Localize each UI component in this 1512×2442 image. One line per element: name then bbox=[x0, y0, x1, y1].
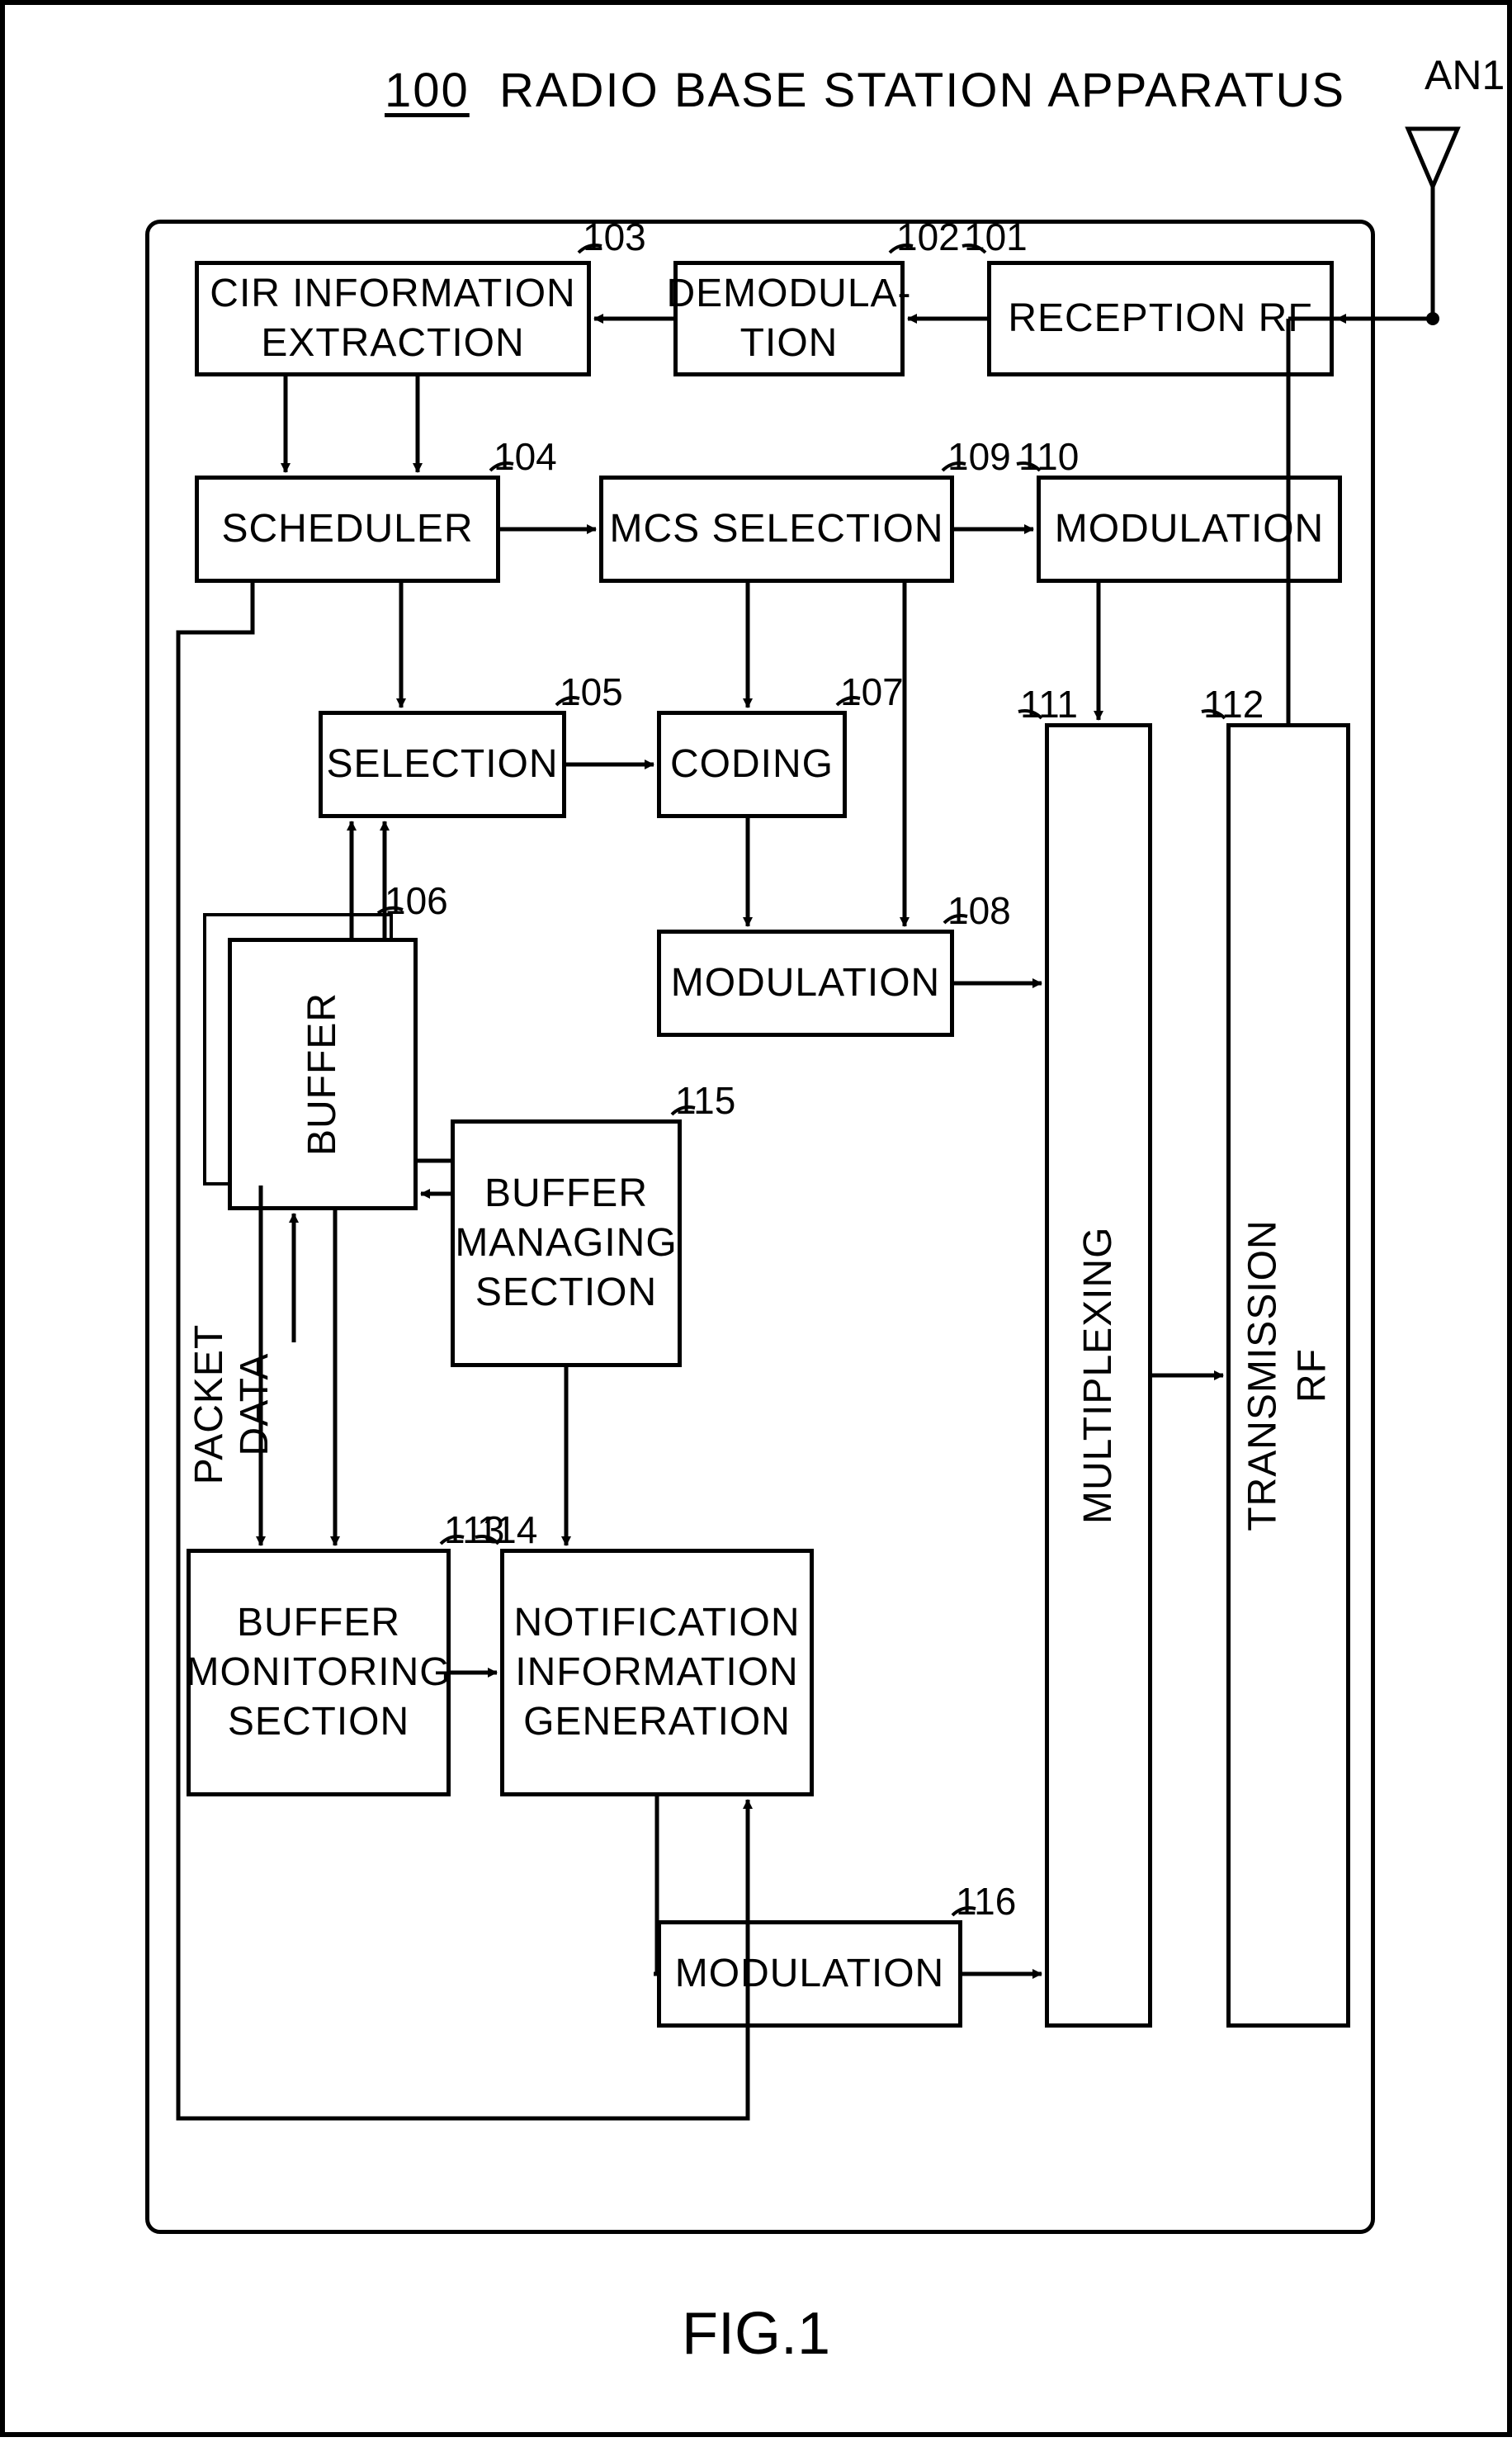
title-number: 100 bbox=[385, 64, 470, 117]
ref-110: 110 bbox=[1018, 434, 1079, 479]
block-mcs: MCS SELECTION bbox=[599, 476, 954, 583]
block-notification: NOTIFICATIONINFORMATIONGENERATION bbox=[500, 1549, 814, 1796]
block-buffer: BUFFER bbox=[228, 938, 418, 1210]
block-modulation-top: MODULATION bbox=[1037, 476, 1342, 583]
mux-label: MULTIPLEXING bbox=[1074, 1227, 1123, 1525]
block-scheduler: SCHEDULER bbox=[195, 476, 500, 583]
coding-label: CODING bbox=[670, 740, 834, 789]
notif-label: NOTIFICATIONINFORMATIONGENERATION bbox=[513, 1598, 800, 1747]
ref-105: 105 bbox=[560, 670, 623, 714]
ref-115: 115 bbox=[675, 1078, 735, 1123]
block-modulation-mid: MODULATION bbox=[657, 930, 954, 1037]
ref-109: 109 bbox=[947, 434, 1011, 479]
modbot-label: MODULATION bbox=[675, 1949, 944, 1999]
block-tx-rf: TRANSMISSIONRF bbox=[1226, 723, 1350, 2028]
block-cir: CIR INFORMATIONEXTRACTION bbox=[195, 261, 591, 376]
ref-106: 106 bbox=[385, 878, 448, 923]
modmid-label: MODULATION bbox=[671, 958, 940, 1008]
cir-label: CIR INFORMATIONEXTRACTION bbox=[210, 269, 575, 368]
bufmon-label: BUFFERMONITORINGSECTION bbox=[186, 1598, 451, 1747]
figure-label: FIG.1 bbox=[682, 2300, 830, 2368]
bufman-label: BUFFERMANAGINGSECTION bbox=[455, 1169, 677, 1318]
block-coding: CODING bbox=[657, 711, 847, 818]
ref-101: 101 bbox=[964, 215, 1028, 259]
scheduler-label: SCHEDULER bbox=[221, 504, 473, 554]
block-modulation-bot: MODULATION bbox=[657, 1920, 962, 2028]
ref-108: 108 bbox=[947, 888, 1011, 933]
diagram-canvas: 100 RADIO BASE STATION APPARATUS FIG.1 C… bbox=[0, 0, 1512, 2437]
ref-102: 102 bbox=[896, 215, 960, 259]
mcs-label: MCS SELECTION bbox=[609, 504, 943, 554]
title-text: RADIO BASE STATION APPARATUS bbox=[499, 64, 1345, 117]
ref-111: 111 bbox=[1020, 682, 1078, 726]
ref-103: 103 bbox=[583, 215, 646, 259]
packet-data-label: PACKETDATA bbox=[187, 1301, 277, 1507]
block-buffer-monitoring: BUFFERMONITORINGSECTION bbox=[187, 1549, 451, 1796]
ref-116: 116 bbox=[956, 1879, 1016, 1924]
diagram-title: 100 RADIO BASE STATION APPARATUS bbox=[385, 63, 1345, 118]
block-demodulation: DEMODULA-TION bbox=[673, 261, 905, 376]
ref-112: 112 bbox=[1203, 682, 1264, 726]
ref-114: 114 bbox=[477, 1507, 537, 1552]
selection-label: SELECTION bbox=[326, 740, 558, 789]
antenna-label: AN1 bbox=[1425, 51, 1505, 99]
txrf-label: TRANSMISSIONRF bbox=[1241, 1219, 1335, 1531]
block-selection: SELECTION bbox=[319, 711, 566, 818]
demod-label: DEMODULA-TION bbox=[666, 269, 911, 368]
block-reception-rf: RECEPTION RF bbox=[987, 261, 1334, 376]
packet-text: PACKETDATA bbox=[187, 1324, 276, 1484]
buffer-label: BUFFER bbox=[298, 992, 347, 1156]
block-multiplexing: MULTIPLEXING bbox=[1045, 723, 1152, 2028]
ref-104: 104 bbox=[494, 434, 557, 479]
rxrf-label: RECEPTION RF bbox=[1008, 294, 1312, 343]
block-buffer-managing: BUFFERMANAGINGSECTION bbox=[451, 1119, 682, 1367]
ref-107: 107 bbox=[840, 670, 904, 714]
modtop-label: MODULATION bbox=[1055, 504, 1324, 554]
